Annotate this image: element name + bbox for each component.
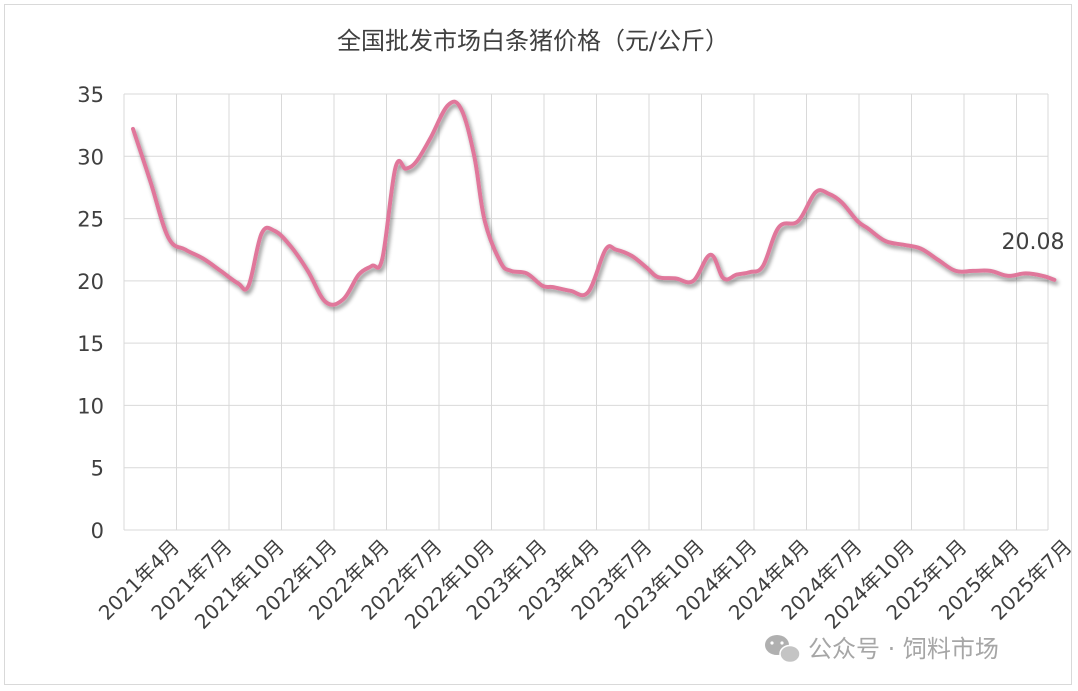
chart-frame xyxy=(4,4,1072,685)
chart-title: 全国批发市场白条猪价格（元/公斤） xyxy=(337,27,729,55)
series-line xyxy=(131,99,1057,307)
y-tick-label: 0 xyxy=(91,519,104,543)
y-tick-label: 35 xyxy=(77,83,104,107)
y-tick-label: 15 xyxy=(77,332,104,356)
last-value-label: 20.08 xyxy=(1002,230,1065,255)
watermark-text: 公众号 · 饲料市场 xyxy=(808,635,999,663)
wechat-icon xyxy=(765,635,801,664)
y-axis: 0 5 10 15 20 25 30 35 xyxy=(77,83,104,543)
grid xyxy=(123,93,1049,531)
x-axis: 2021年4月2021年7月2021年10月2022年1月2022年4月2022… xyxy=(94,535,1077,634)
y-tick-label: 10 xyxy=(77,394,104,418)
watermark: 公众号 · 饲料市场 xyxy=(765,635,999,664)
y-tick-label: 25 xyxy=(77,208,104,232)
y-tick-label: 30 xyxy=(77,145,104,169)
y-tick-label: 20 xyxy=(77,270,104,294)
y-tick-label: 5 xyxy=(91,457,104,481)
price-line xyxy=(131,99,1057,307)
